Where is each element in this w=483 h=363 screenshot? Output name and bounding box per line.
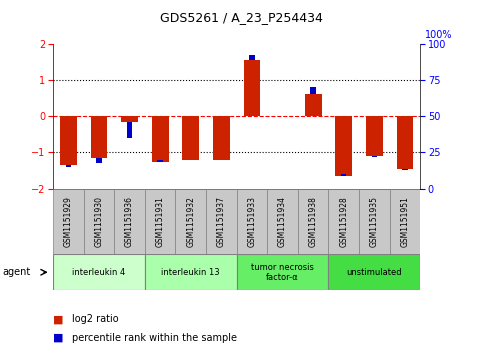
Bar	[243, 60, 260, 116]
Bar	[237, 189, 267, 254]
Bar	[60, 116, 77, 165]
Text: GSM1151937: GSM1151937	[217, 196, 226, 247]
Text: GSM1151933: GSM1151933	[247, 196, 256, 247]
Text: percentile rank within the sample: percentile rank within the sample	[72, 333, 238, 343]
Bar	[206, 189, 237, 254]
Text: 100%: 100%	[425, 30, 453, 40]
Bar	[84, 189, 114, 254]
Bar	[311, 87, 316, 94]
Bar	[371, 156, 377, 157]
Text: tumor necrosis
factor-α: tumor necrosis factor-α	[251, 262, 314, 282]
Text: interleukin 13: interleukin 13	[161, 268, 220, 277]
Bar	[328, 189, 359, 254]
Bar	[328, 254, 420, 290]
Text: unstimulated: unstimulated	[346, 268, 402, 277]
Bar	[53, 189, 84, 254]
Text: GSM1151938: GSM1151938	[309, 196, 318, 247]
Bar	[66, 165, 71, 167]
Text: GSM1151932: GSM1151932	[186, 196, 195, 247]
Bar	[341, 174, 346, 176]
Bar	[96, 158, 102, 163]
Bar	[237, 254, 328, 290]
Bar	[298, 189, 328, 254]
Text: GSM1151935: GSM1151935	[370, 196, 379, 247]
Bar	[402, 169, 408, 170]
Text: GSM1151929: GSM1151929	[64, 196, 73, 247]
Bar	[152, 116, 169, 162]
Bar	[121, 116, 138, 122]
Bar	[114, 189, 145, 254]
Text: interleukin 4: interleukin 4	[72, 268, 126, 277]
Bar	[145, 254, 237, 290]
Bar	[249, 55, 255, 60]
Text: GSM1151930: GSM1151930	[95, 196, 103, 247]
Bar	[183, 116, 199, 160]
Text: ■: ■	[53, 333, 64, 343]
Bar	[335, 116, 352, 176]
Bar	[127, 122, 132, 138]
Bar	[53, 254, 145, 290]
Text: GSM1151931: GSM1151931	[156, 196, 165, 247]
Bar	[213, 116, 230, 160]
Bar	[91, 116, 107, 158]
Bar	[145, 189, 175, 254]
Bar	[390, 189, 420, 254]
Bar	[397, 116, 413, 169]
Text: ■: ■	[53, 314, 64, 325]
Text: GSM1151936: GSM1151936	[125, 196, 134, 247]
Text: GDS5261 / A_23_P254434: GDS5261 / A_23_P254434	[160, 11, 323, 24]
Bar	[175, 189, 206, 254]
Bar	[267, 189, 298, 254]
Text: log2 ratio: log2 ratio	[72, 314, 119, 325]
Text: GSM1151934: GSM1151934	[278, 196, 287, 247]
Bar	[305, 94, 322, 116]
Text: GSM1151928: GSM1151928	[339, 196, 348, 247]
Bar	[366, 116, 383, 156]
Bar	[359, 189, 390, 254]
Text: GSM1151951: GSM1151951	[400, 196, 410, 247]
Bar	[157, 160, 163, 162]
Text: agent: agent	[2, 267, 30, 277]
